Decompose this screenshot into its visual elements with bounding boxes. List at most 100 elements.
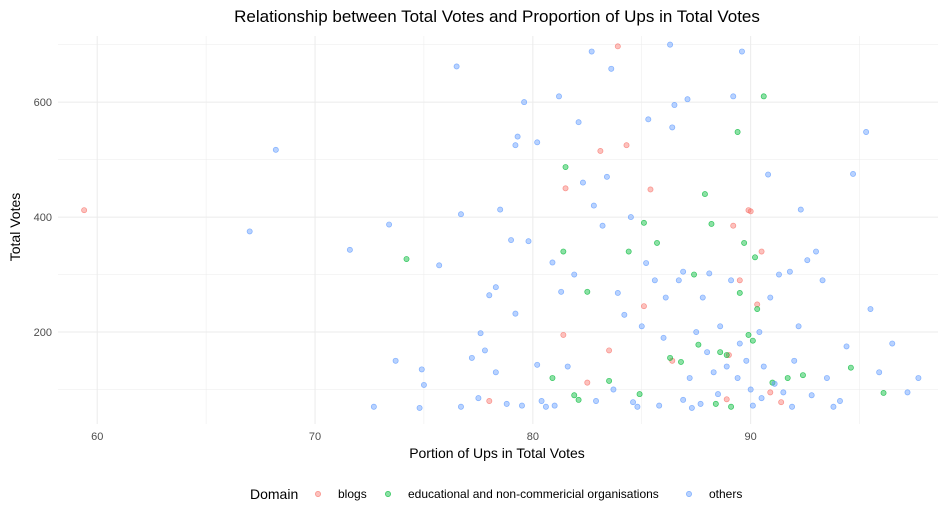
data-point [704, 349, 711, 356]
data-point [699, 294, 706, 301]
data-point [778, 399, 785, 406]
data-point [730, 93, 737, 100]
data-point [636, 391, 643, 398]
data-point [656, 402, 663, 409]
data-point [551, 402, 558, 409]
data-point [630, 399, 636, 406]
data-point [246, 228, 253, 235]
data-point [599, 222, 606, 229]
data-point [915, 375, 922, 381]
data-point [784, 375, 791, 381]
data-point [562, 164, 569, 171]
data-point [593, 398, 599, 404]
data-point [708, 221, 715, 227]
data-point [671, 102, 678, 108]
data-point [747, 386, 754, 393]
data-point [643, 260, 650, 267]
data-point [756, 329, 763, 335]
legend: Domain blogs educational and non-commeric… [250, 486, 742, 502]
data-point [730, 222, 737, 229]
data-point [549, 375, 556, 381]
data-point [745, 331, 752, 338]
data-point [525, 238, 532, 245]
data-point [867, 306, 874, 312]
x-tick-label: 80 [527, 431, 539, 443]
y-tick-label: 400 [34, 212, 52, 224]
data-point [808, 392, 815, 399]
data-point [880, 390, 887, 396]
data-point [723, 352, 730, 358]
x-tick-label: 90 [745, 431, 757, 443]
data-point [475, 395, 482, 402]
data-point [486, 292, 493, 299]
data-point [667, 41, 674, 48]
data-point [691, 271, 697, 278]
data-point [562, 185, 569, 192]
grid [58, 36, 938, 424]
data-point [850, 171, 856, 177]
data-point [588, 48, 595, 55]
x-axis-title: Portion of Ups in Total Votes [409, 445, 585, 461]
data-point [640, 219, 647, 226]
data-point [519, 402, 525, 409]
data-point [743, 357, 750, 364]
x-tick-label: 60 [91, 431, 103, 443]
data-point [754, 306, 761, 312]
data-point [571, 392, 578, 399]
data-point [512, 310, 519, 317]
data-point [765, 171, 772, 178]
x-tick-label: 70 [309, 431, 321, 443]
y-tick-label: 200 [34, 327, 52, 339]
legend-label: blogs [338, 487, 367, 501]
data-point [758, 248, 765, 255]
data-point [688, 404, 695, 411]
data-point [715, 391, 721, 398]
data-point [458, 403, 464, 410]
data-point [734, 129, 741, 135]
data-point [760, 93, 767, 100]
data-point [813, 248, 819, 255]
data-point [780, 389, 787, 396]
data-point [606, 347, 613, 354]
legend-label: others [709, 487, 742, 501]
y-axis-title: Total Votes [7, 193, 23, 262]
data-point [508, 237, 515, 244]
data-point [800, 372, 806, 379]
data-point [625, 248, 632, 255]
chart-title: Relationship between Total Votes and Pro… [234, 7, 760, 26]
data-point [514, 133, 521, 140]
data-point [608, 65, 615, 72]
data-point [634, 403, 641, 410]
data-point [717, 349, 724, 356]
data-point [678, 358, 684, 365]
data-point [776, 271, 782, 278]
data-point [584, 288, 591, 295]
y-axis-ticks: 200 400 600 [34, 97, 52, 339]
data-point [728, 277, 735, 284]
data-point [717, 323, 724, 330]
data-point [767, 389, 774, 396]
data-point [701, 191, 708, 198]
data-point [651, 277, 658, 284]
data-point [675, 277, 682, 284]
data-point [575, 396, 582, 403]
y-tick-label: 600 [34, 97, 52, 109]
data-point [458, 211, 464, 218]
data-point [904, 389, 911, 396]
data-point [804, 257, 811, 264]
data-point [786, 268, 793, 275]
data-point [837, 398, 843, 404]
data-point [416, 404, 423, 411]
legend-label: educational and non-commericial organisa… [408, 487, 659, 501]
series-0 [81, 43, 785, 406]
legend-title: Domain [250, 486, 298, 502]
data-point [560, 331, 567, 338]
data-point [418, 366, 425, 373]
data-point [549, 259, 556, 266]
data-point [346, 246, 353, 253]
data-point [797, 206, 804, 213]
data-point [695, 341, 702, 348]
data-point [386, 221, 393, 228]
data-points [81, 41, 922, 411]
data-point [728, 403, 735, 410]
